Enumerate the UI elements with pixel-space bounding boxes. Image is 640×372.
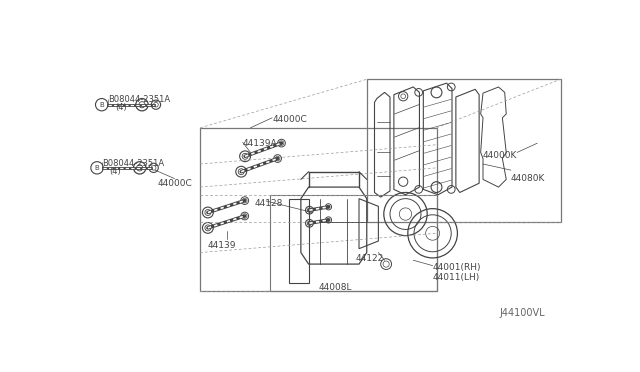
Text: 44000K: 44000K: [483, 151, 517, 160]
Text: 44139A: 44139A: [243, 140, 277, 148]
Text: B08044-2351A: B08044-2351A: [108, 95, 170, 104]
Text: (4): (4): [116, 103, 127, 112]
Text: 44122: 44122: [355, 254, 383, 263]
Text: B08044-2351A: B08044-2351A: [102, 158, 164, 168]
Text: (4): (4): [109, 167, 121, 176]
Text: 44001(RH): 44001(RH): [433, 263, 481, 272]
Text: 44128: 44128: [254, 199, 283, 208]
Text: 44080K: 44080K: [511, 174, 545, 183]
Text: 44000C: 44000C: [272, 115, 307, 125]
Text: 44139: 44139: [208, 241, 236, 250]
Text: 44000C: 44000C: [157, 179, 192, 188]
Text: J44100VL: J44100VL: [499, 308, 545, 318]
Text: B: B: [99, 102, 104, 108]
Text: 44011(LH): 44011(LH): [433, 273, 480, 282]
Text: 44008L: 44008L: [319, 283, 353, 292]
Text: B: B: [95, 165, 99, 171]
